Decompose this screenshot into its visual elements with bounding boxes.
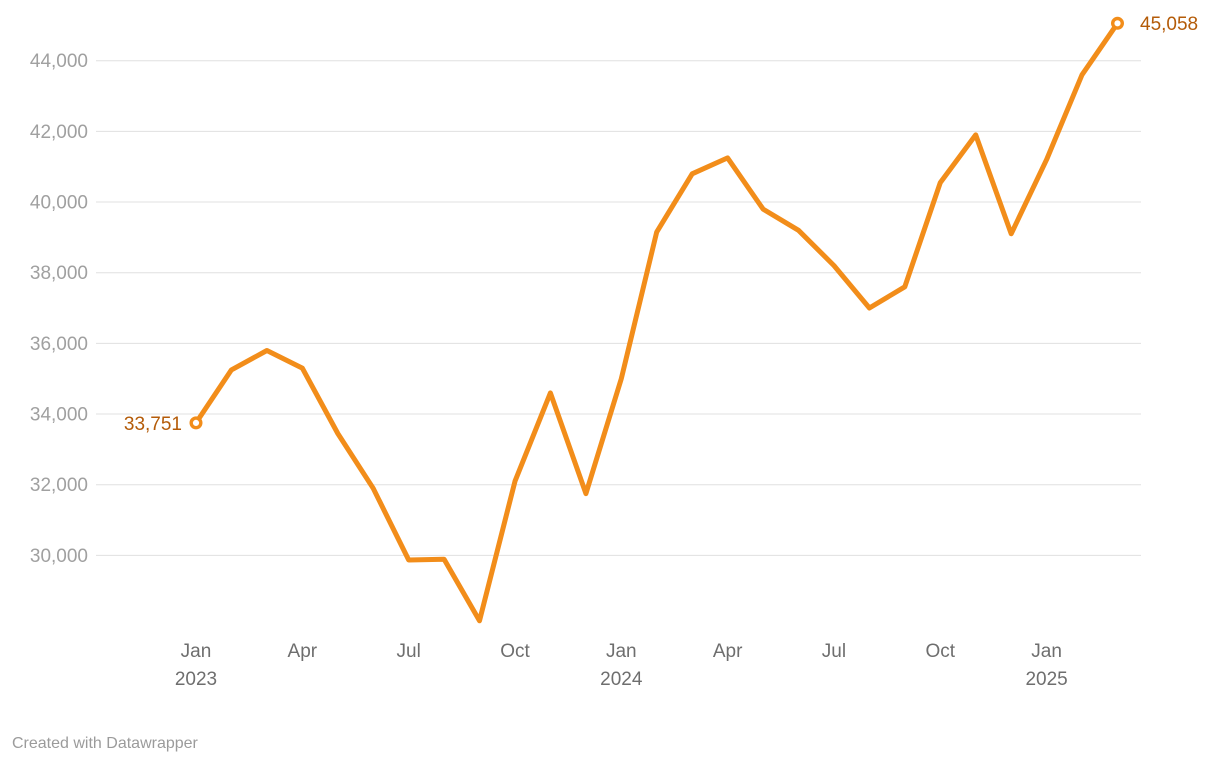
x-tick-month: Jul	[397, 641, 421, 662]
y-tick-label: 42,000	[30, 122, 88, 143]
y-tick-label: 36,000	[30, 334, 88, 355]
y-tick-label: 34,000	[30, 405, 88, 426]
series-line	[193, 20, 1120, 624]
gridlines	[96, 60, 1141, 556]
start-value-label: 33,751	[124, 414, 182, 435]
y-tick-label: 40,000	[30, 193, 88, 214]
endpoint-marker	[189, 416, 203, 430]
x-tick-month: Oct	[926, 641, 956, 662]
x-tick-month: Jan	[1031, 641, 1062, 662]
x-axis-tick-labels: Jan 2023 Apr Jul Oct Jan 2024 Apr Jul Oct Jan 2025	[175, 641, 1068, 690]
y-tick-label: 44,000	[30, 51, 88, 72]
line-chart: 44,000 42,000 40,000 38,000 36,000 34,000 32,0…	[30, 14, 1198, 690]
x-tick-year: 2024	[600, 669, 643, 690]
y-tick-label: 30,000	[30, 546, 88, 567]
x-tick-month: Apr	[288, 641, 318, 662]
y-axis-tick-labels: 44,000 42,000 40,000 38,000 36,000 34,000 32,0…	[30, 51, 88, 567]
x-tick-year: 2025	[1025, 669, 1067, 690]
x-tick-month: Apr	[713, 641, 743, 662]
x-tick-month: Jan	[606, 641, 637, 662]
end-value-label: 45,058	[1140, 14, 1198, 35]
y-tick-label: 38,000	[30, 263, 88, 284]
x-tick-month: Oct	[500, 641, 530, 662]
y-tick-label: 32,000	[30, 475, 88, 496]
datawrapper-credit: Created with Datawrapper	[12, 735, 198, 752]
x-tick-month: Jul	[822, 641, 846, 662]
x-tick-year: 2023	[175, 669, 217, 690]
x-tick-month: Jan	[181, 641, 212, 662]
endpoint-markers	[189, 16, 1124, 430]
endpoint-marker	[1110, 16, 1124, 30]
